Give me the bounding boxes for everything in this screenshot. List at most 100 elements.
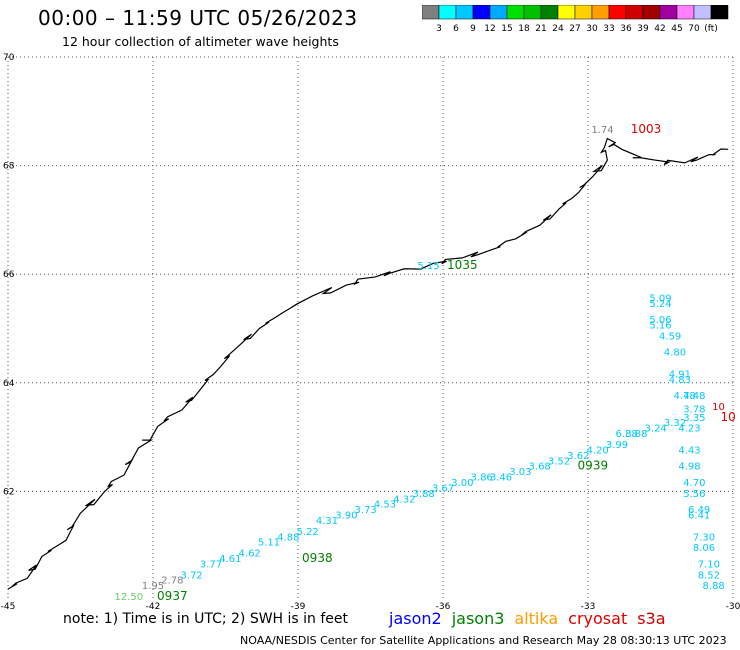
swh-value: 3.24 — [645, 424, 667, 435]
satellite-legend: jason2 jason3 altika cryosat s3a — [389, 609, 676, 628]
color-scale-label: 9 — [470, 24, 476, 34]
chart-title: 00:00 – 11:59 UTC 05/26/2023 — [38, 6, 358, 30]
swh-value: 3.68 — [529, 462, 551, 473]
credit-line: NOAA/NESDIS Center for Satellite Applica… — [240, 634, 727, 647]
swh-value: 1.95 — [142, 581, 164, 592]
lon-tick-label: -45 — [1, 602, 16, 612]
pass-time-label: 0938 — [302, 551, 333, 565]
color-scale-label: 18 — [518, 24, 530, 34]
swh-value: 5.06 — [649, 315, 671, 326]
color-swatch — [710, 5, 729, 20]
color-scale-label: 42 — [654, 24, 665, 34]
swh-value: 7.10 — [698, 559, 720, 570]
swh-value: 4.48 — [683, 391, 705, 402]
swh-value: 5.09 — [649, 293, 671, 304]
swh-value: 4.91 — [669, 369, 691, 380]
swh-value: 1.74 — [591, 125, 613, 136]
lat-tick-label: 68 — [3, 162, 15, 172]
color-scale-label: 15 — [501, 24, 512, 34]
swh-value: 4.23 — [678, 424, 700, 435]
swh-value: 4.61 — [219, 554, 241, 565]
swh-value: 7.30 — [693, 532, 715, 543]
swh-value: 5.16 — [649, 321, 671, 332]
swh-value: 3.78 — [683, 405, 705, 416]
swh-value: 8.52 — [698, 570, 720, 581]
swh-value: 4.59 — [659, 331, 681, 342]
lon-tick-label: -39 — [291, 602, 306, 612]
lat-tick-label: 70 — [3, 53, 15, 63]
color-scale-label: 30 — [586, 24, 598, 34]
pass-time-label: 0937 — [157, 589, 188, 603]
color-scale-label: 24 — [552, 24, 564, 34]
swh-value: 3.46 — [490, 473, 512, 484]
swh-value: 3.88 — [625, 429, 647, 440]
legend-item-cryosat: cryosat — [568, 609, 628, 628]
swh-value: 4.31 — [316, 516, 338, 527]
color-scale-label: 36 — [620, 24, 632, 34]
swh-value: 3.90 — [335, 511, 357, 522]
swh-value: 3.88 — [413, 489, 435, 500]
swh-value: 5.15 — [417, 261, 439, 272]
swh-value: 5.56 — [683, 489, 705, 500]
color-scale-label: 70 — [688, 24, 700, 34]
swh-value: 3.72 — [181, 570, 203, 581]
lat-tick-label: 64 — [3, 379, 15, 389]
swh-value: 4.98 — [678, 462, 700, 473]
swh-value: 4.53 — [374, 500, 396, 511]
lon-tick-label: -33 — [581, 602, 596, 612]
swh-value: 4.88 — [277, 532, 299, 543]
legend-item-s3a: s3a — [637, 609, 666, 628]
swh-value: 4.70 — [683, 478, 705, 489]
lat-tick-label: 66 — [3, 270, 15, 280]
swh-value: 8.06 — [693, 543, 715, 554]
color-scale-label: 12 — [484, 24, 495, 34]
swh-value: 3.35 — [683, 413, 705, 424]
pass-time-label: 1003 — [631, 122, 662, 136]
legend-item-altika: altika — [514, 609, 559, 628]
color-scale-label: 21 — [535, 24, 546, 34]
color-scale-label: 33 — [603, 24, 614, 34]
swh-value: 3.03 — [509, 467, 531, 478]
swh-value: 4.43 — [678, 445, 700, 456]
lon-tick-label: -30 — [726, 602, 740, 612]
lat-tick-label: 62 — [3, 487, 14, 497]
note-text: note: 1) Time is in UTC; 2) SWH is in fe… — [63, 611, 349, 627]
swh-value: 5.22 — [297, 527, 319, 538]
swh-value: 6.88 — [616, 429, 638, 440]
pass-time-label: 10 — [721, 410, 736, 424]
swh-value: 3.77 — [200, 559, 222, 570]
swh-value: 5.11 — [258, 538, 280, 549]
swh-value: 3.00 — [451, 478, 473, 489]
legend-item-jason2: jason2 — [389, 609, 442, 628]
swh-value: 5.24 — [649, 299, 671, 310]
color-scale-label: (ft) — [704, 24, 718, 34]
color-scale: 3 6 9 12 15 18 21 24 27 30 33 36 39 42 45 70 (ft) — [422, 5, 729, 34]
color-scale-label: 39 — [637, 24, 649, 34]
color-scale-label: 3 — [436, 24, 442, 34]
swh-value: 3.86 — [471, 473, 493, 484]
swh-value: 4.20 — [587, 445, 609, 456]
swh-value: 3.67 — [432, 483, 454, 494]
swh-value: 4.78 — [674, 391, 696, 402]
swh-value: 4.62 — [239, 549, 261, 560]
swh-value: 6.49 — [688, 505, 710, 516]
pass-time-label: 1035 — [447, 258, 478, 272]
swh-value: 3.52 — [548, 456, 570, 467]
swh-value: 4.83 — [669, 375, 691, 386]
lon-tick-label: -36 — [436, 602, 451, 612]
swh-value: 4.32 — [393, 494, 415, 505]
swh-value: 3.73 — [355, 505, 377, 516]
legend-item-jason3: jason3 — [451, 609, 505, 628]
swh-value: 2.78 — [161, 576, 183, 587]
color-scale-label: 27 — [569, 24, 580, 34]
swh-value: 4.80 — [664, 348, 686, 359]
swh-value: 3.99 — [606, 440, 628, 451]
pass-time-label: 0939 — [578, 459, 609, 473]
swh-value: 6.41 — [688, 511, 710, 522]
swh-value: 3.62 — [567, 451, 589, 462]
chart-subtitle: 12 hour collection of altimeter wave hei… — [62, 34, 339, 49]
color-scale-label: 45 — [671, 24, 682, 34]
swh-value: 8.88 — [703, 581, 725, 592]
swh-value: 3.32 — [664, 418, 686, 429]
